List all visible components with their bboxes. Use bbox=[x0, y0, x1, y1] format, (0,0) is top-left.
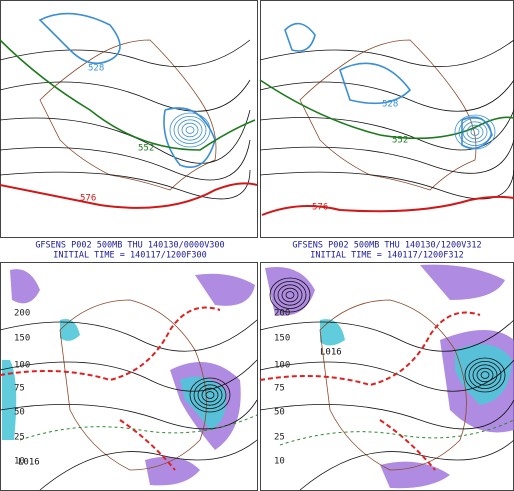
low-ring bbox=[281, 287, 299, 303]
low-ring bbox=[466, 124, 484, 140]
scale-label: 10 bbox=[274, 457, 285, 467]
scale-label: 200 bbox=[274, 309, 290, 319]
coastline bbox=[319, 299, 467, 471]
contour-label: 528 bbox=[88, 64, 104, 74]
low-ring bbox=[185, 126, 195, 134]
contour-552 bbox=[259, 79, 514, 140]
contour-528 bbox=[38, 12, 216, 168]
low-ring bbox=[468, 360, 502, 389]
scale-label: 25 bbox=[14, 433, 25, 443]
contour-label: 552 bbox=[138, 144, 154, 154]
low-ring bbox=[454, 114, 496, 150]
height-contour bbox=[259, 39, 514, 200]
dashed-contour bbox=[0, 306, 221, 471]
scale-label: 75 bbox=[274, 384, 285, 394]
caption: INITIAL TIME = 140117/1200F300 bbox=[53, 251, 207, 261]
low-ring bbox=[181, 122, 199, 138]
caption: INITIAL TIME = 140117/1200F312 bbox=[310, 251, 464, 261]
low-ring bbox=[205, 391, 215, 399]
low-ring bbox=[269, 277, 311, 313]
low-ring bbox=[285, 291, 295, 299]
contour-528 bbox=[284, 22, 493, 150]
height-contour bbox=[0, 39, 251, 200]
low-ring bbox=[458, 118, 492, 147]
contour-552 bbox=[0, 39, 256, 151]
scale-label: 150 bbox=[274, 334, 290, 344]
contour-label: 552 bbox=[392, 136, 408, 146]
height-contour bbox=[0, 319, 258, 491]
low-ring bbox=[470, 128, 480, 136]
map-panel bbox=[0, 269, 258, 491]
low-ring bbox=[472, 364, 498, 386]
coastline bbox=[299, 39, 477, 191]
dashed-contour bbox=[279, 419, 514, 446]
low-ring bbox=[462, 121, 488, 143]
low-ring bbox=[169, 112, 211, 148]
low-ring bbox=[480, 371, 490, 379]
low-ring bbox=[173, 116, 207, 145]
low-ring bbox=[476, 367, 494, 383]
dashed-contour bbox=[259, 311, 481, 471]
low-ring bbox=[197, 384, 223, 406]
low-label: L016 bbox=[320, 348, 342, 358]
scale-label: 50 bbox=[274, 408, 285, 418]
map-panel bbox=[259, 264, 514, 491]
low-label: L016 bbox=[18, 458, 40, 468]
contour-576 bbox=[0, 182, 258, 209]
scale-label: 100 bbox=[14, 361, 30, 371]
scale-label: 10 bbox=[14, 457, 25, 467]
caption: GFSENS P002 500MB THU 140130/0000V300 bbox=[35, 241, 224, 251]
panel-frame bbox=[260, 0, 514, 238]
contour-label: 528 bbox=[382, 100, 398, 110]
low-ring bbox=[193, 380, 227, 409]
color-scale-labels: 200 150 100 75 50 25 10 200 150 100 75 50 25 10 bbox=[14, 309, 290, 467]
coastline bbox=[59, 299, 207, 471]
scale-label: 25 bbox=[274, 433, 285, 443]
caption: GFSENS P002 500MB THU 140130/1200V312 bbox=[292, 241, 481, 251]
precip-area bbox=[10, 269, 255, 486]
scale-label: 100 bbox=[274, 361, 290, 371]
low-centers bbox=[169, 112, 506, 413]
scale-label: 150 bbox=[14, 334, 30, 344]
height-contour bbox=[259, 319, 514, 491]
contour-576 bbox=[261, 195, 514, 216]
low-ring bbox=[201, 387, 219, 403]
scale-label: 75 bbox=[14, 384, 25, 394]
scale-label: 200 bbox=[14, 309, 30, 319]
low-ring bbox=[177, 119, 203, 141]
map-panel: 528 552 576 bbox=[259, 22, 514, 216]
low-ring bbox=[189, 377, 231, 413]
low-ring bbox=[464, 357, 506, 393]
panel-frame bbox=[0, 0, 258, 238]
contour-label: 576 bbox=[80, 194, 96, 204]
low-ring bbox=[277, 284, 303, 306]
coastline bbox=[39, 39, 217, 191]
low-ring bbox=[273, 280, 307, 309]
contour-label: 576 bbox=[312, 203, 328, 213]
dashed-contour bbox=[19, 414, 258, 441]
scale-label: 50 bbox=[14, 408, 25, 418]
precip-area bbox=[320, 319, 512, 405]
map-panel: 528 552 576 bbox=[0, 12, 258, 209]
